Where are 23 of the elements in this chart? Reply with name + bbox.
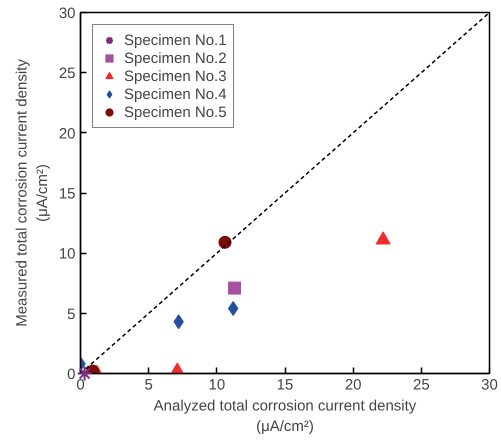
y-axis-title: Measured total corrosion current density (μA/cm²)	[13, 58, 51, 327]
y-tick-label: 20	[58, 125, 76, 142]
legend-label: Specimen No.4	[124, 85, 227, 103]
y-tick-label: 30	[58, 5, 76, 22]
point	[218, 236, 232, 249]
x-tick-label: 5	[144, 376, 153, 394]
y-tick-label: 0	[67, 366, 76, 383]
legend-label: Specimen No.2	[124, 49, 227, 67]
y-tick-label: 10	[58, 246, 76, 263]
y-tick-label: 25	[58, 65, 76, 82]
y-tick-label: 15	[58, 186, 76, 202]
legend-label: Specimen No.5	[124, 103, 227, 121]
x-tick-label: 20	[344, 376, 362, 394]
y-tick-label: 5	[67, 306, 76, 323]
x-tick-label: 10	[208, 376, 226, 394]
x-tick-label: 25	[412, 376, 430, 394]
point	[228, 282, 242, 295]
x-tick-label: 30	[481, 376, 498, 394]
point	[173, 314, 184, 330]
legend-label: Specimen No.3	[124, 67, 227, 85]
x-tick-label: 15	[276, 376, 294, 394]
x-axis-title: Analyzed total corrosion current density (μA/cm²)	[154, 398, 417, 435]
legend-label: Specimen No.1	[124, 31, 227, 49]
